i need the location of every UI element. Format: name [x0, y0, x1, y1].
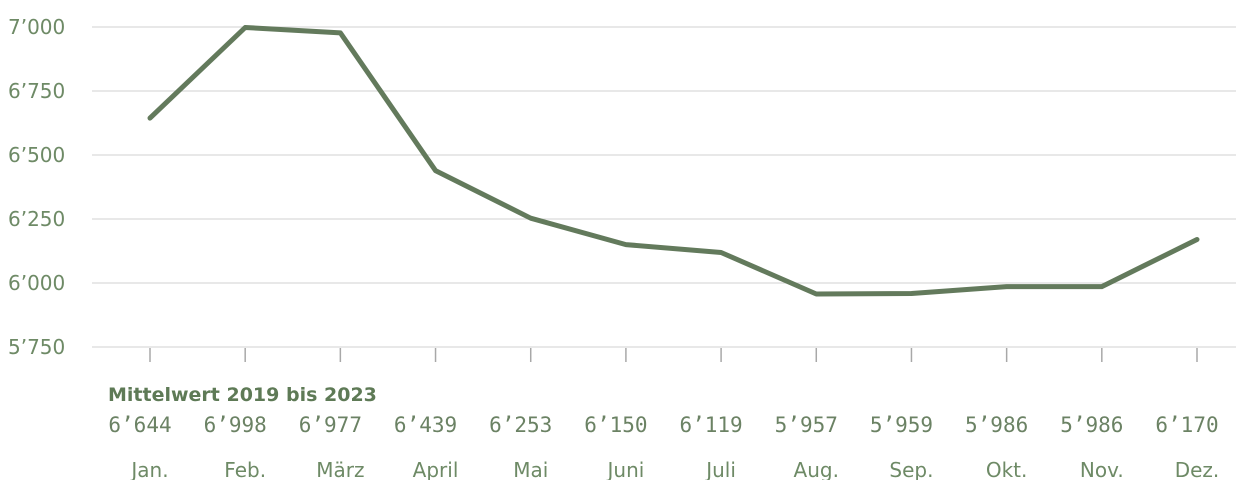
month-labels: Jan. Feb. März April Mai Juni Juli Aug. Sep. Okt.… [129, 458, 1219, 480]
month-label: März [316, 458, 364, 480]
series-caption: Mittelwert 2019 bis 2023 [108, 384, 377, 406]
series-line-group [147, 25, 1200, 297]
month-label: April [413, 458, 459, 480]
value-label: 6’253 [489, 413, 552, 437]
series-line [147, 25, 1200, 297]
month-label: Mai [513, 458, 548, 480]
value-label: 6’439 [394, 413, 457, 437]
y-tick-label: 6’750 [8, 79, 65, 103]
month-label: Sep. [889, 458, 933, 480]
value-label: 6’998 [204, 413, 267, 437]
y-tick-label: 7’000 [8, 15, 65, 39]
value-label: 6’644 [108, 413, 171, 437]
y-tick-label: 6’000 [8, 271, 65, 295]
value-label: 6’977 [299, 413, 362, 437]
y-axis-tick-labels: 7’000 6’750 6’500 6’250 6’000 5’750 [8, 15, 65, 359]
y-tick-label: 6’500 [8, 143, 65, 167]
value-label: 5’959 [870, 413, 933, 437]
month-label: Nov. [1080, 458, 1124, 480]
month-label: Okt. [986, 458, 1028, 480]
month-label: Jan. [129, 458, 168, 480]
month-label: Feb. [224, 458, 266, 480]
gridlines [92, 26, 1236, 348]
value-label: 6’170 [1155, 413, 1218, 437]
value-label: 6’150 [584, 413, 647, 437]
month-label: Juli [704, 458, 736, 480]
value-label: 6’119 [679, 413, 742, 437]
month-label: Aug. [794, 458, 839, 480]
value-label: 5’957 [775, 413, 838, 437]
month-label: Dez. [1175, 458, 1220, 480]
value-labels: 6’644 6’998 6’977 6’439 6’253 6’150 6’119 5’957… [108, 413, 1218, 437]
y-tick-label: 5’750 [8, 335, 65, 359]
x-axis-ticks [149, 348, 1198, 362]
value-label: 5’986 [965, 413, 1028, 437]
value-label: 5’986 [1060, 413, 1123, 437]
month-label: Juni [606, 458, 645, 480]
y-tick-label: 6’250 [8, 207, 65, 231]
